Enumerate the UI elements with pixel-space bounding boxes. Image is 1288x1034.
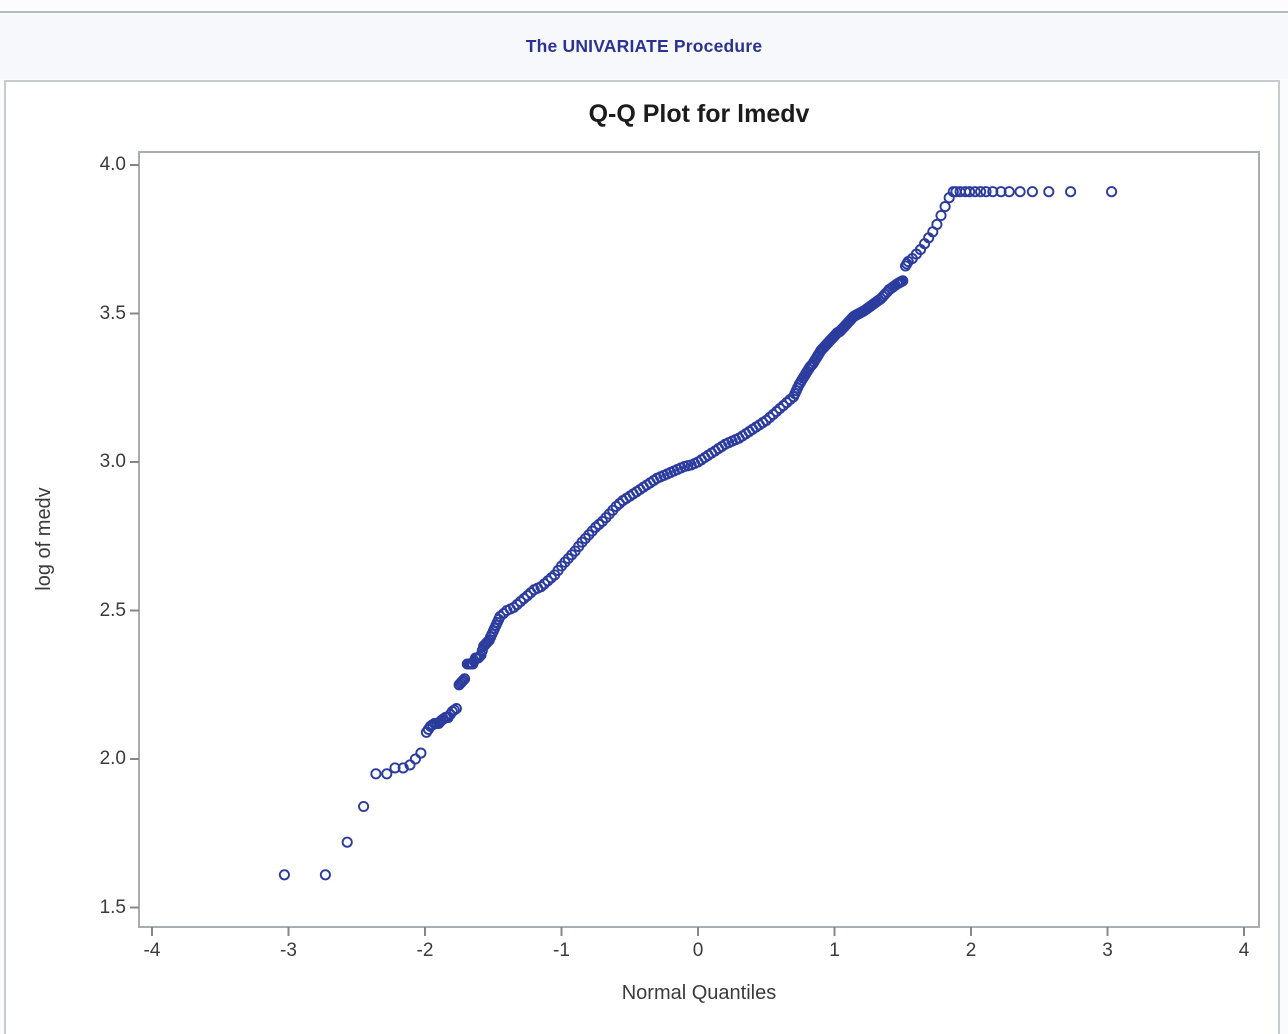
data-point	[341, 836, 353, 848]
data-points	[278, 186, 1118, 881]
data-point	[995, 186, 1007, 198]
data-point	[450, 702, 462, 715]
data-point	[404, 759, 416, 771]
data-point	[987, 186, 999, 198]
data-point	[1043, 186, 1055, 198]
x-tick-label: 1	[829, 940, 840, 961]
data-point	[1026, 186, 1038, 198]
procedure-title: The UNIVARIATE Procedure	[525, 35, 763, 56]
data-point	[760, 414, 772, 426]
y-tick-label: 1.5	[99, 896, 126, 918]
y-ticks	[130, 164, 139, 909]
data-point	[1106, 186, 1118, 198]
y-tick-label: 2.5	[99, 599, 126, 621]
data-point	[964, 186, 976, 198]
data-point	[415, 747, 427, 759]
x-tick-label: -2	[416, 940, 434, 961]
data-point	[593, 518, 605, 530]
data-point	[931, 218, 943, 230]
qq-plot-canvas	[130, 151, 1260, 936]
data-point	[613, 498, 626, 510]
output-panel: Q-Q Plot for lmedv log of medv -4 -3 -2 -1 0…	[4, 80, 1280, 1034]
data-point	[980, 186, 992, 198]
data-point	[474, 650, 486, 663]
data-point	[897, 275, 909, 287]
data-point	[1014, 186, 1026, 198]
x-tick-label: 2	[965, 940, 977, 961]
data-point	[389, 762, 401, 774]
data-point	[511, 599, 523, 611]
x-tick-label: 3	[1102, 940, 1113, 961]
data-point	[358, 800, 370, 813]
data-point	[781, 397, 793, 409]
data-point	[935, 209, 947, 222]
y-tick-label: 4.0	[99, 154, 126, 175]
axis-frame	[138, 151, 1260, 928]
data-point	[975, 186, 987, 198]
data-point	[370, 768, 382, 780]
data-point	[456, 676, 468, 688]
x-tick-label: -4	[143, 940, 161, 961]
data-point	[448, 704, 460, 716]
x-tick-label: 4	[1238, 940, 1250, 961]
data-point	[381, 768, 393, 780]
data-point	[409, 753, 421, 765]
data-point	[459, 673, 471, 685]
data-point	[319, 869, 331, 881]
top-divider	[0, 0, 1288, 13]
y-tick-label: 2.0	[99, 748, 126, 769]
chart-title: Q-Q Plot for lmedv	[588, 100, 810, 128]
data-point	[542, 575, 554, 587]
x-tick-label: -3	[280, 940, 297, 961]
results-header: The UNIVARIATE Procedure	[0, 13, 1288, 79]
data-point	[777, 400, 789, 412]
data-point	[521, 590, 533, 602]
data-point	[1065, 186, 1077, 198]
data-point	[397, 762, 409, 774]
x-tick-label: 0	[692, 940, 704, 961]
y-tick-label: 3.5	[99, 302, 126, 324]
x-axis-label: Normal Quantiles	[621, 982, 777, 1004]
x-tick-label: -1	[553, 940, 570, 961]
data-point	[278, 869, 290, 881]
y-axis-label: log of medv	[33, 487, 55, 591]
data-point	[969, 186, 981, 198]
x-ticks	[151, 927, 1245, 936]
data-point	[457, 674, 469, 686]
data-point	[939, 201, 951, 213]
data-point	[767, 408, 779, 421]
data-point	[1003, 186, 1015, 198]
y-tick-label: 3.0	[99, 451, 126, 472]
data-point	[770, 405, 783, 418]
